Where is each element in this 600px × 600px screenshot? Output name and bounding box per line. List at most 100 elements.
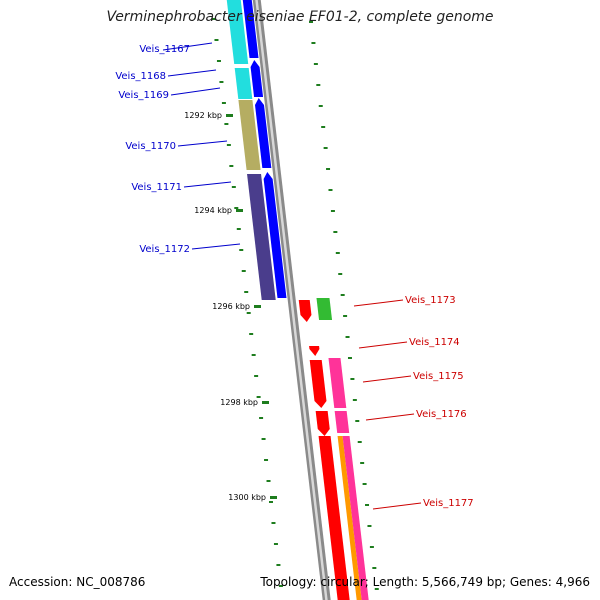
scale-ticks: 1292 kbp 1294 kbp 1296 kbp 1298 kbp 1300 kbp bbox=[184, 111, 277, 502]
label-leader-line bbox=[365, 413, 415, 421]
tick-dot bbox=[321, 126, 326, 128]
tick-dot bbox=[347, 357, 352, 359]
tick-dot bbox=[229, 165, 234, 167]
gene-veis-1176 bbox=[315, 411, 330, 436]
scale-label: 1292 kbp bbox=[184, 111, 222, 120]
tick-dot bbox=[343, 315, 348, 317]
feature-block bbox=[247, 174, 276, 300]
tick-dot bbox=[251, 354, 256, 356]
feature-block bbox=[226, 0, 249, 64]
gene-label-veis-1170[interactable]: Veis_1170 bbox=[125, 141, 176, 152]
tick-dot bbox=[374, 588, 379, 590]
tick-dot bbox=[326, 168, 331, 170]
tick-dot bbox=[311, 42, 316, 44]
gene-veis-1168 bbox=[250, 60, 264, 97]
gene-track bbox=[242, 0, 369, 600]
gene-veis-1167 bbox=[242, 0, 259, 58]
tick-dot bbox=[221, 102, 226, 104]
tick-dot bbox=[249, 333, 254, 335]
tick-dot bbox=[309, 21, 313, 23]
gene-labels: Veis_1167 Veis_1168 Veis_1169 Veis_1170 Veis… bbox=[115, 42, 474, 510]
gene-label-veis-1167[interactable]: Veis_1167 bbox=[139, 44, 190, 55]
inner-tick-dots bbox=[309, 21, 379, 590]
tick-dot bbox=[226, 144, 231, 146]
label-leader-line bbox=[177, 140, 228, 147]
scale-tick bbox=[270, 496, 277, 499]
label-leader-line bbox=[372, 502, 422, 510]
tick-dot bbox=[316, 84, 321, 86]
tick-dot bbox=[236, 228, 241, 230]
tick-dot bbox=[231, 186, 236, 188]
gene-veis-1170 bbox=[254, 98, 272, 168]
tick-dot bbox=[369, 546, 374, 548]
tick-dot bbox=[367, 525, 372, 527]
tick-dot bbox=[266, 480, 271, 482]
scale-label: 1294 kbp bbox=[194, 206, 232, 215]
outer-tick-dots bbox=[212, 18, 283, 587]
tick-dot bbox=[224, 123, 229, 125]
tick-dot bbox=[214, 39, 219, 41]
gene-label-veis-1168[interactable]: Veis_1168 bbox=[115, 71, 166, 82]
feature-block bbox=[234, 68, 253, 99]
tick-dot bbox=[328, 189, 333, 191]
feature-track bbox=[226, 0, 276, 300]
tick-dot bbox=[219, 81, 224, 83]
feature-magenta-3 bbox=[342, 436, 369, 600]
tick-dot bbox=[254, 375, 259, 377]
tick-dot bbox=[212, 18, 216, 20]
gene-label-veis-1171[interactable]: Veis_1171 bbox=[131, 182, 182, 193]
label-leader-line bbox=[353, 299, 404, 307]
tick-dot bbox=[365, 504, 370, 506]
tick-dot bbox=[340, 294, 345, 296]
gene-label-veis-1175[interactable]: Veis_1175 bbox=[413, 371, 464, 382]
tick-dot bbox=[333, 231, 338, 233]
tick-dot bbox=[345, 336, 350, 338]
scale-tick bbox=[262, 401, 269, 404]
feature-block bbox=[238, 100, 261, 170]
genome-backbone bbox=[252, 0, 331, 600]
scale-tick bbox=[226, 114, 233, 117]
label-leader-line bbox=[358, 341, 408, 349]
label-leader-line bbox=[183, 181, 232, 188]
scale-label: 1300 kbp bbox=[228, 493, 266, 502]
tick-dot bbox=[330, 210, 335, 212]
map-title: Verminephrobacter eiseniae EF01-2, compl… bbox=[106, 9, 494, 25]
gene-label-veis-1169[interactable]: Veis_1169 bbox=[118, 90, 169, 101]
gene-veis-1174 bbox=[309, 346, 320, 356]
tick-dot bbox=[355, 420, 360, 422]
gene-label-veis-1172[interactable]: Veis_1172 bbox=[139, 244, 190, 255]
gene-veis-1175 bbox=[309, 360, 327, 408]
tick-dot bbox=[264, 459, 269, 461]
tick-dot bbox=[352, 399, 357, 401]
tick-dot bbox=[318, 105, 323, 107]
gene-label-veis-1173[interactable]: Veis_1173 bbox=[405, 295, 456, 306]
scale-tick bbox=[254, 305, 261, 308]
tick-dot bbox=[276, 564, 281, 566]
tick-dot bbox=[360, 462, 365, 464]
tick-dot bbox=[241, 270, 246, 272]
tick-dot bbox=[278, 585, 283, 587]
tick-dot bbox=[273, 543, 278, 545]
gene-label-veis-1174[interactable]: Veis_1174 bbox=[409, 337, 460, 348]
backbone-highlight bbox=[255, 0, 328, 600]
tick-dot bbox=[256, 396, 261, 398]
gene-label-veis-1177[interactable]: Veis_1177 bbox=[423, 498, 474, 509]
tick-dot bbox=[259, 417, 264, 419]
tick-dot bbox=[335, 252, 340, 254]
tick-dot bbox=[244, 291, 249, 293]
tick-dot bbox=[357, 441, 362, 443]
tick-dot bbox=[261, 438, 266, 440]
tick-dot bbox=[271, 522, 276, 524]
feature-orange bbox=[337, 436, 362, 600]
tick-dot bbox=[234, 207, 239, 209]
label-leader-line bbox=[170, 87, 221, 96]
gene-veis-1173-partner bbox=[316, 298, 333, 320]
tick-dot bbox=[338, 273, 343, 275]
tick-dot bbox=[350, 378, 355, 380]
scale-label: 1298 kbp bbox=[220, 398, 258, 407]
tick-dot bbox=[323, 147, 328, 149]
gene-veis-1172 bbox=[263, 172, 287, 298]
tick-dot bbox=[268, 501, 273, 503]
genome-summary: Topology: circular; Length: 5,566,749 bp… bbox=[260, 575, 590, 589]
gene-label-veis-1176[interactable]: Veis_1176 bbox=[416, 409, 467, 420]
